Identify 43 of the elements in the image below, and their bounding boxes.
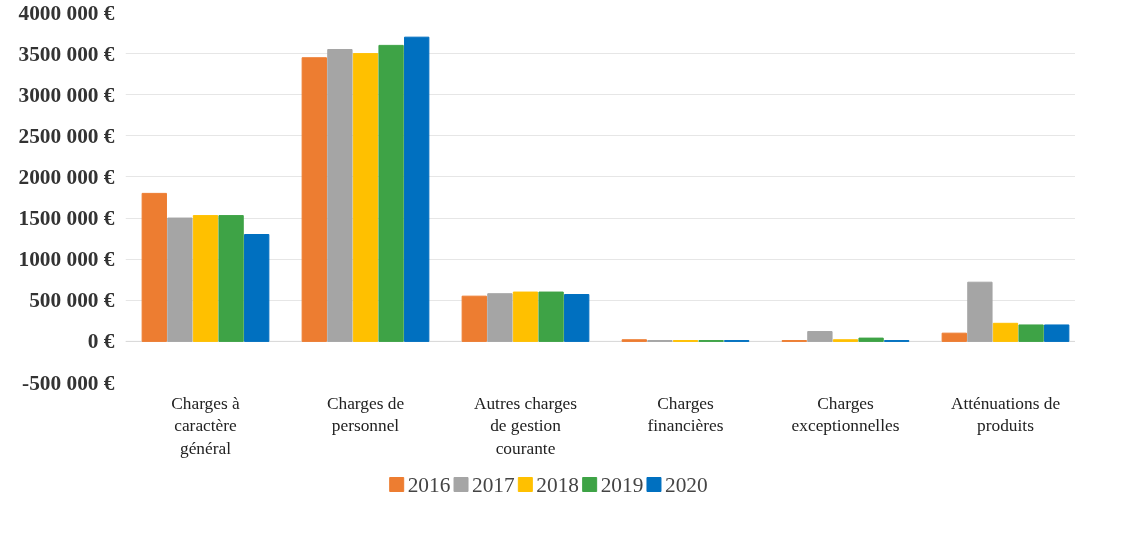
legend-label: 2017 (472, 472, 516, 497)
x-tick-label: Charges exceptionnelles (791, 393, 900, 436)
x-tick-label: Charges à caractère général (171, 393, 241, 459)
bar (992, 322, 1019, 342)
y-tick-label: 0 € (87, 329, 115, 354)
bar (352, 53, 379, 342)
bar (941, 332, 967, 342)
bar (512, 291, 539, 342)
y-tick-label: 2000 000 € (18, 164, 115, 189)
y-tick-label: 4000 000 € (18, 0, 115, 25)
bar (1018, 324, 1044, 342)
y-tick-label: 3500 000 € (18, 41, 115, 66)
bar (218, 215, 244, 342)
bar (538, 291, 564, 342)
bar (404, 36, 430, 342)
bar (487, 293, 513, 342)
bar (301, 57, 327, 342)
y-tick-label: 1000 000 € (18, 247, 115, 272)
legend-label: 2016 (407, 472, 451, 497)
y-tick-label: 3000 000 € (18, 82, 115, 107)
x-tick-label: Atténuations de produits (950, 393, 1061, 436)
bar (327, 49, 353, 342)
legend-label: 2020 (664, 472, 708, 497)
legend-label: 2019 (600, 472, 644, 497)
x-tick-label: Autres charges de gestion courante (473, 393, 578, 459)
bar (967, 281, 993, 342)
legend-label: 2018 (536, 472, 579, 497)
y-tick-label: 1500 000 € (18, 206, 115, 231)
bar (192, 215, 219, 342)
y-tick-label: 2500 000 € (18, 123, 115, 148)
bar (141, 192, 167, 342)
bar (461, 295, 487, 342)
bar (167, 217, 193, 342)
bar (378, 44, 404, 342)
bar (1044, 324, 1070, 342)
bar (807, 331, 833, 342)
bar (564, 294, 590, 342)
bar (244, 234, 270, 342)
y-tick-label: 500 000 € (29, 288, 115, 313)
y-tick-label: -500 000 € (22, 370, 115, 395)
x-tick-label: Charges de personnel (326, 393, 405, 436)
bar (858, 337, 884, 342)
x-tick-label: Charges financières (647, 393, 724, 436)
